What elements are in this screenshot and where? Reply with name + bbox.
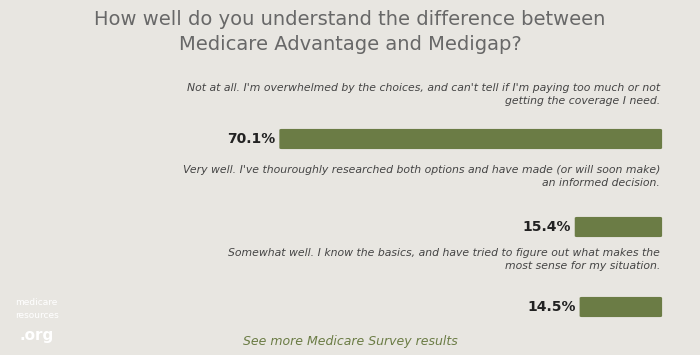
FancyBboxPatch shape [575,217,662,237]
Text: See more Medicare Survey results: See more Medicare Survey results [243,335,457,348]
Text: Somewhat well. I know the basics, and have tried to figure out what makes the
mo: Somewhat well. I know the basics, and ha… [228,248,660,271]
Text: How well do you understand the difference between
Medicare Advantage and Medigap: How well do you understand the differenc… [94,10,606,54]
FancyBboxPatch shape [580,297,662,317]
FancyBboxPatch shape [279,129,662,149]
Text: resources: resources [15,311,59,320]
Text: 70.1%: 70.1% [228,132,276,146]
Text: 14.5%: 14.5% [527,300,575,314]
Text: Not at all. I'm overwhelmed by the choices, and can't tell if I'm paying too muc: Not at all. I'm overwhelmed by the choic… [187,83,660,106]
Text: 15.4%: 15.4% [522,220,570,234]
Text: Very well. I've thouroughly researched both options and have made (or will soon : Very well. I've thouroughly researched b… [183,165,660,188]
Text: medicare: medicare [15,298,58,307]
Text: .org: .org [20,328,54,343]
